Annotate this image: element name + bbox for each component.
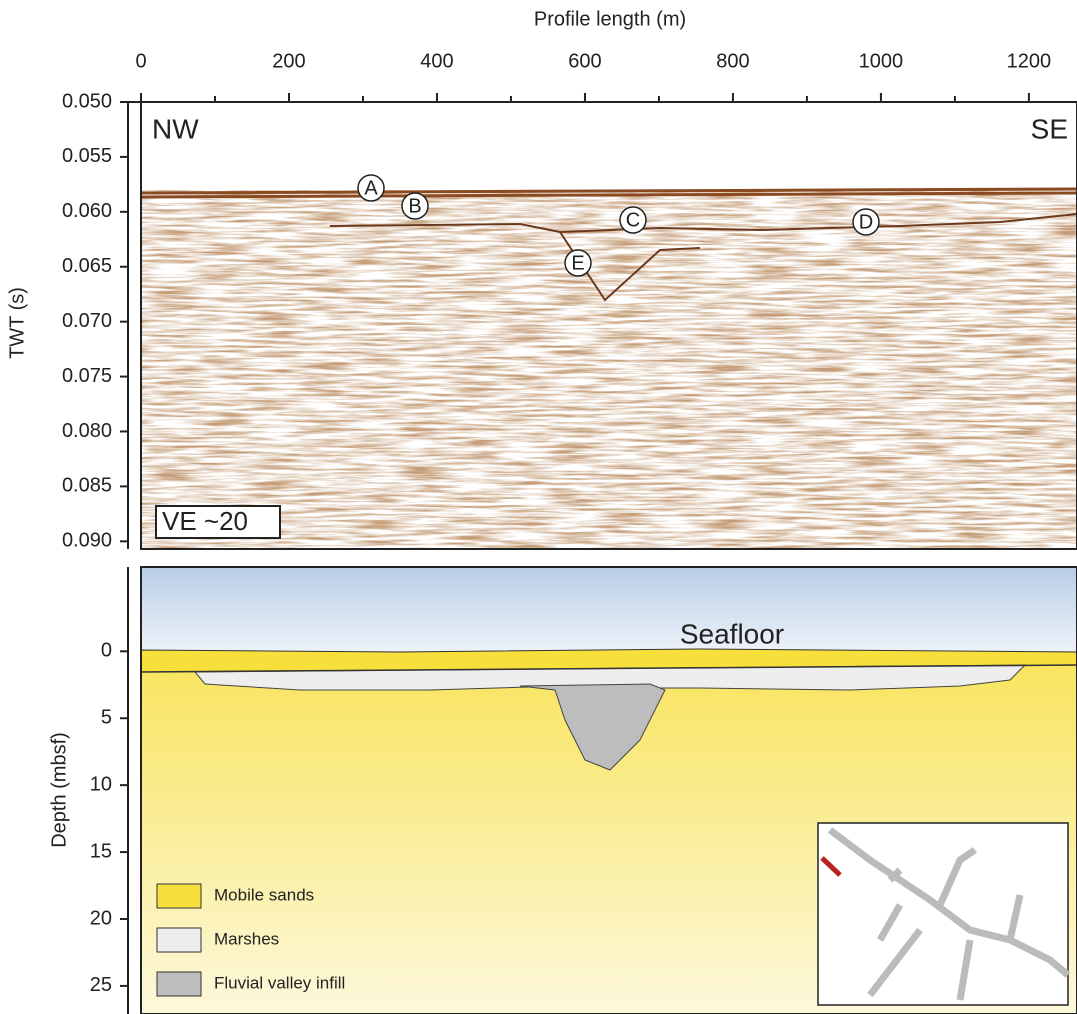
annotation: Seafloor xyxy=(680,618,784,649)
y-tick-label: 0.065 xyxy=(62,255,112,277)
legend-label: Fluvial valley infill xyxy=(214,973,345,992)
y-tick-label: 0 xyxy=(101,640,112,662)
y-tick-label: 25 xyxy=(90,974,112,996)
y-tick-label: 0.080 xyxy=(62,420,112,442)
annotation: A xyxy=(364,177,378,199)
legend-swatch xyxy=(157,884,201,908)
y-axis-title: TWT (s) xyxy=(6,287,28,359)
y-tick-label: 0.085 xyxy=(62,475,112,497)
annotation: D xyxy=(859,211,873,233)
y-tick-label: 15 xyxy=(90,840,112,862)
sea xyxy=(141,567,1077,653)
x-axis-title: Profile length (m) xyxy=(534,8,686,30)
x-tick-label: 600 xyxy=(568,50,601,72)
annotation: VE ~20 xyxy=(162,506,248,536)
legend-swatch xyxy=(157,972,201,996)
y-tick-label: 0.050 xyxy=(62,90,112,112)
annotation: NW xyxy=(152,113,199,144)
y-tick-label: 20 xyxy=(90,907,112,929)
y-tick-label: 0.060 xyxy=(62,200,112,222)
annotation: SE xyxy=(1031,113,1068,144)
y-tick-label: 5 xyxy=(101,707,112,729)
inset-map xyxy=(818,823,1068,1005)
y-axis-title: Depth (mbsf) xyxy=(48,732,70,848)
x-tick-label: 0 xyxy=(135,50,146,72)
figure: 0200400600800100012000.0500.0550.0600.06… xyxy=(0,0,1077,1014)
annotation: B xyxy=(408,195,421,217)
annotation: E xyxy=(571,252,584,274)
y-tick-label: 0.075 xyxy=(62,365,112,387)
seismic-image xyxy=(141,190,1077,549)
seismic-panel xyxy=(141,102,1077,549)
x-tick-label: 400 xyxy=(420,50,453,72)
y-tick-label: 0.055 xyxy=(62,145,112,167)
legend-label: Mobile sands xyxy=(214,885,314,904)
y-tick-label: 0.090 xyxy=(62,530,112,552)
annotation: C xyxy=(626,209,640,231)
y-tick-label: 10 xyxy=(90,773,112,795)
x-tick-label: 800 xyxy=(716,50,749,72)
y-tick-label: 0.070 xyxy=(62,310,112,332)
x-tick-label: 200 xyxy=(272,50,305,72)
section-panel xyxy=(141,567,1077,1014)
x-tick-label: 1000 xyxy=(859,50,904,72)
x-tick-label: 1200 xyxy=(1007,50,1052,72)
legend-label: Marshes xyxy=(214,929,279,948)
legend-swatch xyxy=(157,928,201,952)
